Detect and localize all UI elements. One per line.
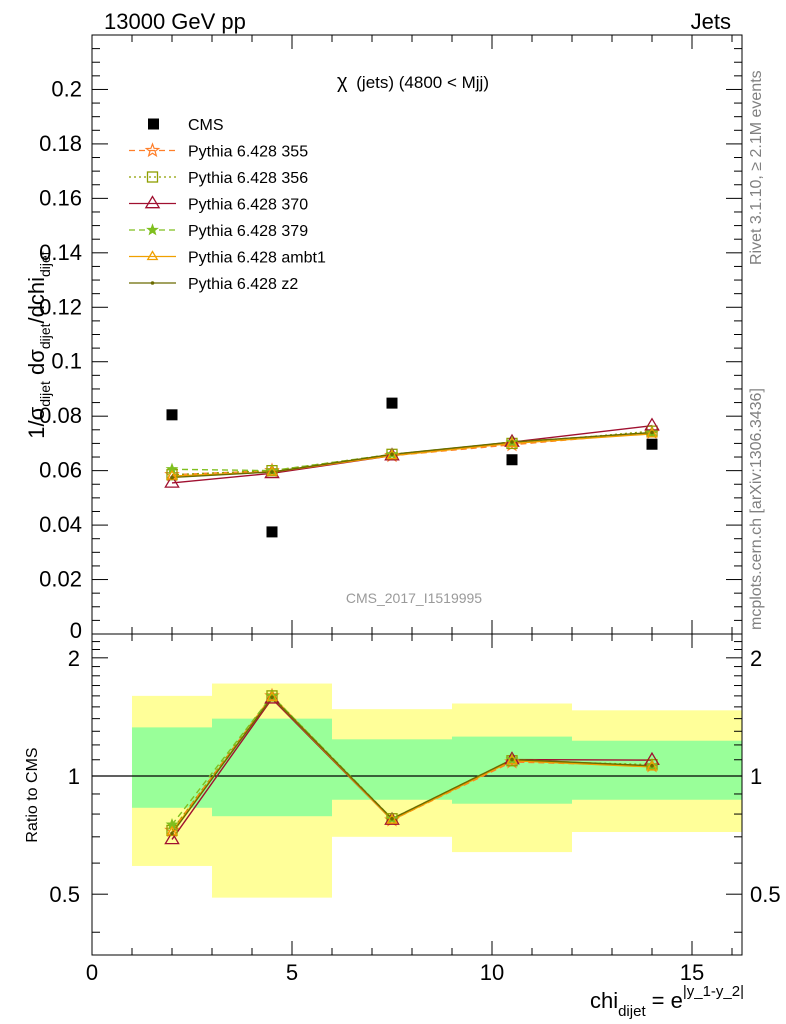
series-point-5-2 xyxy=(390,452,394,457)
axis-ticks xyxy=(91,34,742,955)
y-tick-label: 0.16 xyxy=(39,185,82,210)
band-inner xyxy=(332,739,452,800)
y-tick-label: 0.1 xyxy=(51,349,82,374)
chart-title-rest: (jets) (4800 < Mjj) xyxy=(356,73,489,92)
legend-marker-4 xyxy=(146,250,159,261)
ratio-y-tick-label: 1 xyxy=(68,764,80,789)
series-point-4-1 xyxy=(266,465,278,476)
y-tick-label: 0.12 xyxy=(39,294,82,319)
uncertainty-bands xyxy=(92,683,742,898)
y-tick-label: 0.06 xyxy=(39,458,82,483)
ratio-line-1 xyxy=(171,694,653,831)
x-tick-label: 5 xyxy=(286,960,298,985)
y-tick-label: 0.14 xyxy=(39,240,82,265)
axis-tick-labels: 0 5 10 15 0 0.02 0.04 0.06 0.08 0.1 0.12 0.14 0.16 0.… xyxy=(39,76,780,985)
y-tick-label: 0.04 xyxy=(39,512,82,537)
ratio-point-5-2 xyxy=(390,816,394,821)
y-tick-label: 0.02 xyxy=(39,567,82,592)
ratio-point-2-0 xyxy=(164,831,180,845)
x-axis-label: chidijet = e|y_1-y_2| xyxy=(590,983,744,1020)
legend-label-3: Pythia 6.428 379 xyxy=(188,223,308,240)
ratio-frame xyxy=(91,633,743,956)
chart-title-chi: χ xyxy=(337,71,348,93)
series-point-5-0 xyxy=(170,475,174,480)
y-axis-label: 1/σdijet dσdijet/dchidijet xyxy=(24,251,53,439)
legend-marker-cms xyxy=(148,118,159,130)
x-tick-label: 0 xyxy=(86,960,98,985)
legend-marker-1 xyxy=(146,171,159,183)
legend-label-4: Pythia 6.428 ambt1 xyxy=(188,250,326,267)
series-point-4-2 xyxy=(386,449,398,460)
ratio-point-5-1 xyxy=(270,695,274,700)
ratio-y-tick-label: 2 xyxy=(68,646,80,671)
process-label: Jets xyxy=(691,9,731,34)
series-point-5-1 xyxy=(270,470,274,474)
legend-label-1: Pythia 6.428 356 xyxy=(188,170,308,187)
cms-point-0 xyxy=(166,409,178,421)
x-tick-label: 15 xyxy=(680,960,704,985)
legend-label-0: Pythia 6.428 355 xyxy=(188,144,308,161)
cms-point-4 xyxy=(646,438,658,450)
ratio-point-4-2 xyxy=(386,813,398,824)
series-point-4-4 xyxy=(646,427,658,438)
legend-marker-5 xyxy=(150,281,155,285)
legend-label-5: Pythia 6.428 z2 xyxy=(188,276,298,293)
legend-label-2: Pythia 6.428 370 xyxy=(188,197,308,214)
cms-point-3 xyxy=(506,454,518,466)
ratio-point-5-4 xyxy=(650,764,654,768)
ratio-y-tick-label-right: 1 xyxy=(750,764,762,789)
series-point-5-4 xyxy=(650,430,654,435)
chart-title: χ (jets) (4800 < Mjj) xyxy=(337,71,489,93)
ratio-point-5-3 xyxy=(510,757,514,762)
ratio-point-5-0 xyxy=(170,831,174,836)
band-inner xyxy=(212,718,332,817)
ratio-point-4-1 xyxy=(266,691,278,701)
ratio-y-tick-label-right: 2 xyxy=(750,646,762,671)
series-point-5-3 xyxy=(510,440,514,444)
y-tick-label: 0.2 xyxy=(51,76,82,101)
legend: CMS Pythia 6.428 355 Pythia 6.428 356 Pythi… xyxy=(129,117,326,293)
y-tick-label: 0 xyxy=(70,618,82,643)
ratio-y-tick-label: 0.5 xyxy=(49,882,80,907)
source-label: mcplots.cern.ch [arXiv:1306.3436] xyxy=(748,388,765,630)
cms-point-2 xyxy=(386,397,398,409)
cms-point-1 xyxy=(266,526,278,538)
legend-marker-0 xyxy=(144,142,161,158)
legend-label-cms: CMS xyxy=(188,117,224,134)
x-tick-label: 10 xyxy=(480,960,504,985)
y-tick-label: 0.18 xyxy=(39,131,82,156)
analysis-id: CMS_2017_I1519995 xyxy=(346,590,482,606)
series-markers xyxy=(164,397,660,845)
legend-marker-2 xyxy=(144,195,161,209)
ratio-point-4-4 xyxy=(646,760,658,771)
series-point-2-0 xyxy=(164,474,180,488)
rivet-label: Rivet 3.1.10, ≥ 2.1M events xyxy=(748,70,765,265)
band-inner xyxy=(452,736,572,804)
ratio-y-axis-label: Ratio to CMS xyxy=(24,747,41,842)
series-point-4-3 xyxy=(506,437,518,448)
y-tick-label: 0.08 xyxy=(39,403,82,428)
legend-marker-3 xyxy=(146,223,159,236)
ratio-y-tick-label-right: 0.5 xyxy=(750,882,781,907)
ratio-point-4-3 xyxy=(506,754,518,765)
energy-label: 13000 GeV pp xyxy=(104,9,246,34)
